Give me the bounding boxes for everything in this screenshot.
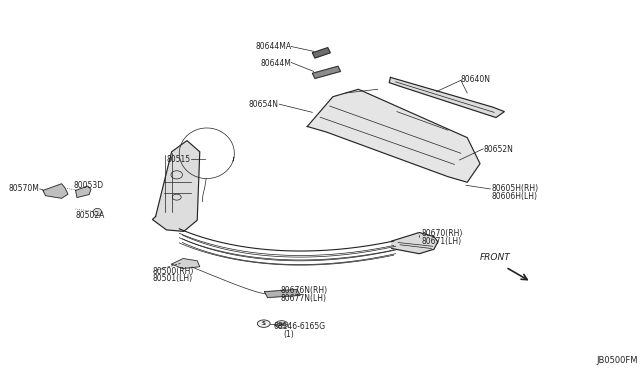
Polygon shape xyxy=(389,77,504,118)
Text: 80606H(LH): 80606H(LH) xyxy=(492,192,538,201)
Text: 80570M: 80570M xyxy=(9,185,40,193)
Text: 80644MA: 80644MA xyxy=(255,42,291,51)
Text: 80501(LH): 80501(LH) xyxy=(152,275,193,283)
Text: (1): (1) xyxy=(284,330,294,339)
Ellipse shape xyxy=(257,320,270,327)
Text: S: S xyxy=(262,321,266,326)
Polygon shape xyxy=(76,186,91,198)
Text: 80676N(RH): 80676N(RH) xyxy=(280,286,328,295)
Text: 80515: 80515 xyxy=(166,155,191,164)
Text: 80502A: 80502A xyxy=(76,211,105,219)
Polygon shape xyxy=(392,232,438,254)
Polygon shape xyxy=(312,66,340,78)
Text: 80053D: 80053D xyxy=(74,181,104,190)
Ellipse shape xyxy=(275,321,288,328)
Text: 80605H(RH): 80605H(RH) xyxy=(492,185,539,193)
Text: 80640N: 80640N xyxy=(461,76,491,84)
Text: 80652N: 80652N xyxy=(483,145,513,154)
Polygon shape xyxy=(152,141,200,231)
Text: 80671(LH): 80671(LH) xyxy=(421,237,461,246)
Text: 80677N(LH): 80677N(LH) xyxy=(280,294,326,303)
Polygon shape xyxy=(312,48,330,58)
Polygon shape xyxy=(172,259,200,269)
Text: JB0500FM: JB0500FM xyxy=(596,356,638,365)
Polygon shape xyxy=(43,184,68,198)
Polygon shape xyxy=(307,89,480,182)
Polygon shape xyxy=(264,289,300,298)
Text: FRONT: FRONT xyxy=(479,253,510,262)
Text: 80500(RH): 80500(RH) xyxy=(152,267,194,276)
Text: 80670(RH): 80670(RH) xyxy=(421,229,463,238)
Text: 08146-6165G: 08146-6165G xyxy=(274,322,326,331)
Text: 80644M: 80644M xyxy=(260,59,291,68)
Ellipse shape xyxy=(93,208,102,216)
Text: 80654N: 80654N xyxy=(248,100,278,109)
